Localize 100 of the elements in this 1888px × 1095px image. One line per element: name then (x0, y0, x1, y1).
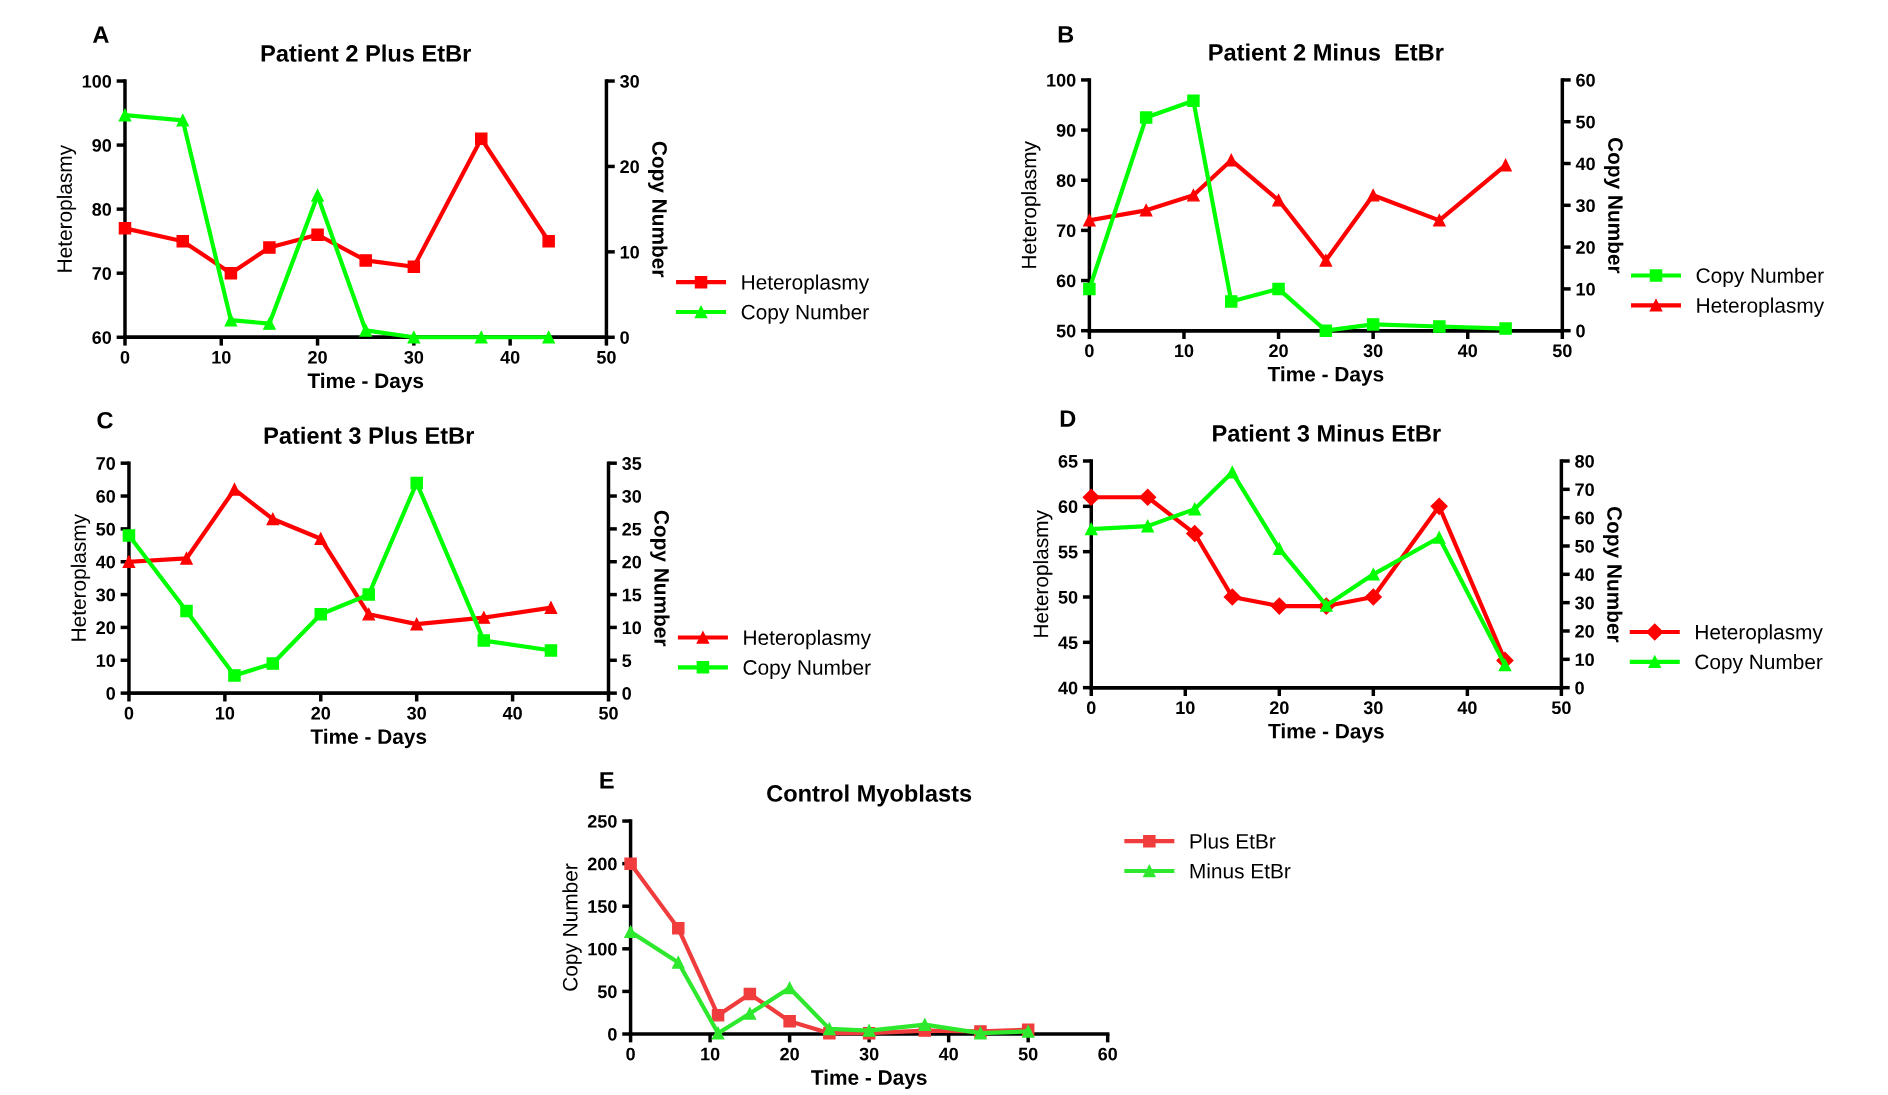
y2-axis-title: Copy Number (648, 141, 668, 278)
x-tick-label: 30 (1363, 344, 1383, 358)
x-tick-label: 50 (1551, 701, 1571, 715)
y2-tick-label: 0 (620, 331, 629, 344)
y-tick-label: 200 (587, 857, 617, 871)
y-tick-label: 55 (1058, 545, 1078, 559)
x-axis-title: Time - Days (307, 372, 424, 393)
x-tick-label: 40 (938, 1047, 958, 1061)
y2-tick-label: 10 (622, 621, 642, 635)
y2-axis-title: Copy Number (650, 510, 670, 647)
y-tick-label: 45 (1058, 636, 1078, 650)
y-axis-title: Heteroplasmy (56, 144, 77, 272)
y2-tick-label: 50 (1576, 115, 1595, 129)
x-tick-label: 50 (1552, 344, 1572, 358)
y-tick-label: 20 (96, 621, 116, 635)
y2-tick-label: 40 (1574, 568, 1594, 582)
y2-tick-label: 15 (622, 588, 642, 602)
y-tick-label: 60 (1058, 500, 1078, 514)
legend-label: Heteroplasmy (1696, 624, 1823, 644)
y-tick-label: 30 (96, 588, 116, 602)
y-tick-label: 70 (96, 457, 116, 470)
y-tick-label: 90 (92, 139, 112, 152)
y-tick-label: 40 (1058, 681, 1078, 695)
y-tick-label: 70 (92, 267, 112, 280)
y2-tick-label: 60 (1576, 73, 1595, 87)
y-axis-title: Copy Number (562, 863, 582, 991)
x-tick-label: 30 (407, 706, 426, 720)
y2-tick-label: 10 (620, 245, 639, 259)
x-axis-title: Time - Days (811, 1069, 927, 1090)
y-axis-title: Heteroplasmy (1021, 141, 1041, 268)
x-tick-label: 30 (1363, 701, 1383, 715)
legend-label: Copy Number (741, 304, 869, 324)
chart-title: Patient 3 Plus EtBr (264, 426, 474, 445)
y-tick-label: 70 (1056, 224, 1076, 238)
text: E (600, 772, 614, 789)
y-tick-label: 80 (1056, 174, 1076, 187)
text: C (97, 411, 113, 429)
x-tick-label: 0 (1086, 701, 1096, 715)
legend-label: Heteroplasmy (744, 629, 871, 650)
y2-tick-label: 20 (622, 555, 642, 569)
y-tick-label: 40 (95, 555, 116, 569)
y2-tick-label: 30 (1575, 199, 1595, 213)
x-tick-label: 60 (1098, 1047, 1117, 1061)
legend-label: Heteroplasmy (1697, 297, 1825, 317)
chart-title: Patient 3 Minus EtBr (1213, 424, 1441, 442)
text: A (92, 26, 109, 43)
y2-tick-label: 30 (620, 74, 639, 88)
y2-tick-label: 60 (1575, 511, 1594, 525)
y-tick-label: 0 (608, 1027, 617, 1041)
y-tick-label: 10 (96, 654, 116, 668)
y-tick-label: 60 (92, 331, 112, 344)
y-tick-label: 100 (1047, 73, 1076, 87)
y-tick-label: 150 (588, 900, 617, 913)
x-tick-label: 20 (308, 350, 327, 364)
y2-axis-title: Copy Number (1603, 506, 1623, 643)
y2-tick-label: 0 (1576, 324, 1585, 338)
y-tick-label: 50 (1056, 324, 1076, 338)
x-tick-label: 0 (120, 350, 130, 364)
y-tick-label: 50 (1058, 590, 1078, 604)
y2-axis-title: Copy Number (1603, 137, 1624, 274)
x-axis-title: Time - Days (310, 728, 427, 749)
legend-label: Minus EtBr (1190, 863, 1291, 879)
y-tick-label: 90 (1056, 124, 1076, 137)
x-tick-label: 20 (1269, 344, 1288, 358)
x-tick-label: 10 (212, 350, 231, 364)
y2-tick-label: 80 (1575, 454, 1594, 468)
legend-label: Copy Number (1695, 654, 1823, 674)
y2-tick-label: 50 (1575, 539, 1594, 553)
x-tick-label: 50 (1018, 1047, 1038, 1061)
x-tick-label: 20 (311, 706, 331, 720)
y2-tick-label: 25 (622, 522, 642, 536)
y2-tick-label: 5 (622, 654, 632, 668)
x-tick-label: 10 (215, 706, 235, 720)
x-axis-title: Time - Days (1267, 366, 1384, 386)
text: D (1060, 410, 1076, 427)
chart-title: Patient 2 Minus EtBr (1209, 43, 1444, 61)
y-tick-label: 250 (587, 814, 617, 828)
y2-tick-label: 20 (620, 160, 639, 174)
y2-tick-label: 30 (1574, 596, 1594, 610)
x-tick-label: 20 (1269, 701, 1289, 715)
x-tick-label: 40 (1457, 701, 1477, 715)
y2-tick-label: 0 (1575, 681, 1584, 695)
y2-tick-label: 35 (622, 457, 642, 470)
y-tick-label: 80 (92, 203, 112, 216)
chart-title: Patient 2 Plus EtBr (261, 44, 471, 62)
legend-label: Copy Number (1696, 267, 1824, 288)
legend-label: Plus EtBr (1190, 833, 1276, 849)
y-axis-title: Heteroplasmy (1033, 510, 1053, 637)
y2-tick-label: 70 (1575, 483, 1594, 497)
x-tick-label: 30 (404, 350, 424, 364)
y-tick-label: 100 (588, 942, 617, 956)
y2-tick-label: 10 (1575, 653, 1594, 667)
y2-tick-label: 20 (1575, 624, 1594, 638)
x-tick-label: 0 (626, 1047, 635, 1061)
x-tick-label: 30 (859, 1047, 879, 1061)
y-tick-label: 60 (1056, 274, 1076, 288)
y-tick-label: 100 (82, 74, 112, 88)
y2-tick-label: 10 (1576, 282, 1595, 296)
text: B (1058, 26, 1074, 43)
x-tick-label: 10 (1176, 701, 1195, 715)
